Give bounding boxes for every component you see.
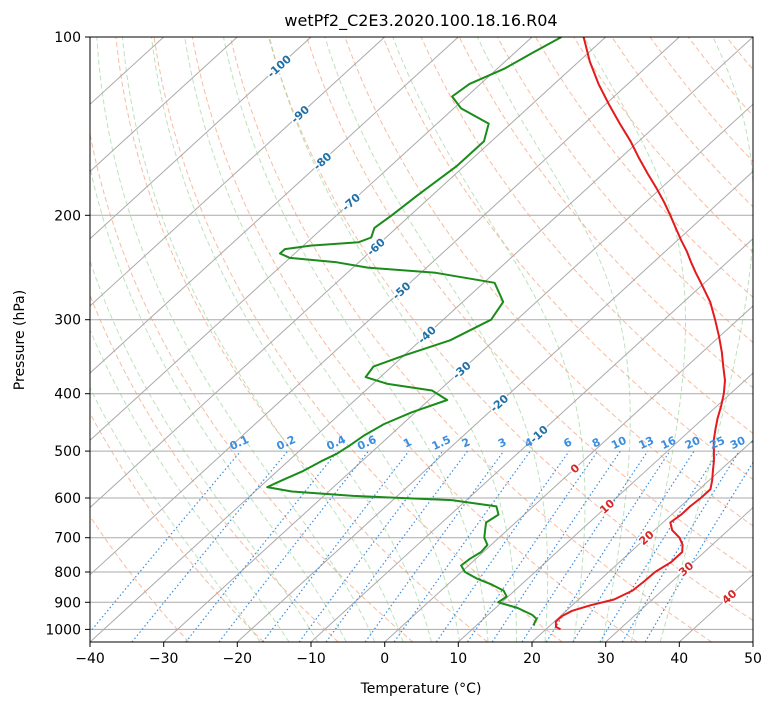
dry-adiabat xyxy=(268,37,753,622)
x-tick-label: 40 xyxy=(670,651,688,667)
dry-adiabat xyxy=(496,37,753,344)
mixing-ratio-label: 25 xyxy=(708,434,727,452)
mixing-ratio-line xyxy=(90,450,242,633)
y-tick-label: 200 xyxy=(54,208,81,224)
dry-adiabat xyxy=(153,37,563,642)
mixing-ratio-line xyxy=(545,450,671,642)
isotherm xyxy=(90,37,386,307)
isotherm xyxy=(236,170,753,642)
mixing-ratio-line xyxy=(393,450,531,642)
mixing-ratio-label: 13 xyxy=(637,434,656,452)
dry-adiabat xyxy=(535,37,753,298)
mixing-ratio-label: 20 xyxy=(683,434,703,452)
mixing-ratio-line xyxy=(521,450,649,642)
x-tick-label: −20 xyxy=(223,651,253,667)
isotherm xyxy=(531,439,753,642)
moist-adiabat xyxy=(392,37,586,642)
x-axis-label: Temperature (°C) xyxy=(360,681,482,697)
mixing-ratio-line xyxy=(435,450,570,642)
moist-adiabat xyxy=(324,37,549,642)
dry-adiabat xyxy=(115,37,488,642)
x-axis: −40 −30 −20 −10 0 10 20 30 40 50 xyxy=(75,642,762,667)
moist-adiabat xyxy=(90,386,261,642)
y-tick-label: 500 xyxy=(54,444,81,460)
mixing-ratio-line xyxy=(572,450,695,642)
isotherm xyxy=(90,37,459,374)
y-tick-label: 700 xyxy=(54,531,81,547)
isotherm xyxy=(90,37,312,240)
dry-adiabat xyxy=(420,37,753,435)
dewpoint-line xyxy=(266,37,562,626)
isotherm xyxy=(605,506,753,642)
moist-adiabat xyxy=(659,37,753,642)
isotherm xyxy=(457,372,753,642)
moist-adiabats xyxy=(90,37,753,642)
y-axis: 1000 900 800 700 600 500 400 300 200 100 xyxy=(45,30,90,638)
moist-adiabat xyxy=(90,328,290,642)
mixing-ratio-line xyxy=(185,450,339,642)
mixing-ratio-label: 10 xyxy=(609,434,629,452)
dry-adiabat xyxy=(382,37,753,481)
y-tick-label: 800 xyxy=(54,565,81,581)
isotherm xyxy=(90,37,607,509)
x-tick-label: −40 xyxy=(75,651,105,667)
moist-adiabat xyxy=(223,37,489,642)
isotherm xyxy=(310,237,753,642)
isotherm xyxy=(90,37,753,642)
dry-adiabat xyxy=(306,37,753,574)
x-tick-label: 0 xyxy=(380,651,389,667)
x-tick-label: 20 xyxy=(523,651,541,667)
mixing-ratio-line xyxy=(491,450,621,642)
y-tick-label: 100 xyxy=(54,30,81,46)
mixing-ratio-line xyxy=(262,450,410,642)
isotherms xyxy=(90,37,753,642)
y-tick-label: 300 xyxy=(54,313,81,329)
moist-adiabat xyxy=(184,37,461,642)
moist-adiabat xyxy=(90,165,347,642)
isotherm xyxy=(90,37,238,173)
mixing-ratio-line xyxy=(298,450,444,642)
isotherm xyxy=(163,103,753,642)
y-tick-label: 600 xyxy=(54,491,81,507)
y-tick-label: 400 xyxy=(54,387,81,403)
mixing-ratio-lines xyxy=(90,450,753,642)
moist-adiabat xyxy=(122,37,404,642)
plot-frame xyxy=(89,36,754,643)
moist-adiabat xyxy=(90,259,319,642)
mixing-ratio-label: 30 xyxy=(728,434,748,452)
isobars xyxy=(90,37,753,630)
isotherm xyxy=(90,37,533,442)
y-tick-label: 900 xyxy=(54,595,81,611)
x-tick-label: 50 xyxy=(744,651,762,667)
x-tick-label: −10 xyxy=(296,651,326,667)
y-tick-label: 1000 xyxy=(45,622,81,638)
x-tick-label: 30 xyxy=(597,651,615,667)
moist-adiabat xyxy=(151,37,432,642)
chart-title: wetPf2_C2E3.2020.100.18.16.R04 xyxy=(284,11,557,31)
mixing-ratio-line xyxy=(466,450,599,642)
mixing-ratio-label: 16 xyxy=(659,434,679,452)
y-axis-label: Pressure (hPa) xyxy=(12,290,28,390)
mixing-ratio-line xyxy=(364,450,505,642)
mixing-ratio-line xyxy=(131,450,289,642)
isotherm xyxy=(90,37,680,576)
temperature-line xyxy=(554,37,726,631)
mixing-ratio-line xyxy=(325,450,468,642)
mixing-ratio-label: 36 xyxy=(749,434,769,452)
sounding-series xyxy=(266,37,726,631)
x-tick-label: −30 xyxy=(149,651,179,667)
moist-adiabat xyxy=(269,37,517,642)
isotherm xyxy=(384,305,753,642)
moist-adiabat xyxy=(583,37,686,642)
x-tick-label: 10 xyxy=(449,651,467,667)
dry-adiabat xyxy=(90,412,264,642)
mixing-ratio-line xyxy=(621,450,740,642)
